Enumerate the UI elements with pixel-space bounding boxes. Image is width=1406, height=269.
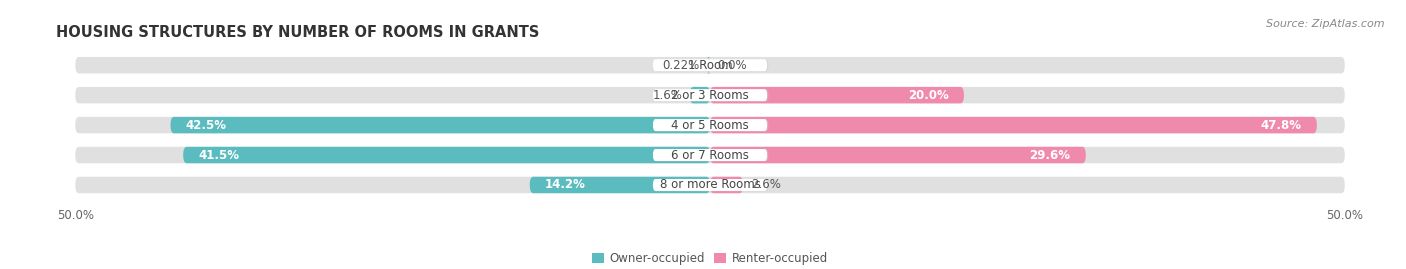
- FancyBboxPatch shape: [76, 87, 1344, 103]
- FancyBboxPatch shape: [652, 59, 768, 71]
- Text: HOUSING STRUCTURES BY NUMBER OF ROOMS IN GRANTS: HOUSING STRUCTURES BY NUMBER OF ROOMS IN…: [56, 25, 540, 40]
- Text: 0.0%: 0.0%: [717, 59, 747, 72]
- Text: 47.8%: 47.8%: [1261, 119, 1302, 132]
- Legend: Owner-occupied, Renter-occupied: Owner-occupied, Renter-occupied: [592, 252, 828, 265]
- FancyBboxPatch shape: [652, 119, 768, 131]
- FancyBboxPatch shape: [690, 87, 710, 103]
- Text: Source: ZipAtlas.com: Source: ZipAtlas.com: [1267, 19, 1385, 29]
- Text: 2 or 3 Rooms: 2 or 3 Rooms: [671, 89, 749, 102]
- FancyBboxPatch shape: [652, 89, 768, 101]
- Text: 41.5%: 41.5%: [198, 148, 239, 161]
- Text: 14.2%: 14.2%: [546, 178, 586, 192]
- FancyBboxPatch shape: [654, 59, 769, 72]
- FancyBboxPatch shape: [654, 179, 769, 191]
- FancyBboxPatch shape: [707, 57, 710, 73]
- FancyBboxPatch shape: [530, 177, 710, 193]
- Text: 1 Room: 1 Room: [688, 59, 733, 72]
- FancyBboxPatch shape: [170, 117, 710, 133]
- FancyBboxPatch shape: [76, 117, 1344, 133]
- Text: 6 or 7 Rooms: 6 or 7 Rooms: [671, 148, 749, 161]
- Text: 0.22%: 0.22%: [662, 59, 700, 72]
- FancyBboxPatch shape: [654, 90, 769, 101]
- FancyBboxPatch shape: [710, 177, 742, 193]
- FancyBboxPatch shape: [76, 57, 1344, 73]
- FancyBboxPatch shape: [183, 147, 710, 163]
- FancyBboxPatch shape: [654, 119, 769, 131]
- FancyBboxPatch shape: [76, 177, 1344, 193]
- Text: 8 or more Rooms: 8 or more Rooms: [659, 178, 761, 192]
- FancyBboxPatch shape: [710, 117, 1317, 133]
- Text: 1.6%: 1.6%: [652, 89, 682, 102]
- FancyBboxPatch shape: [654, 149, 769, 161]
- Text: 20.0%: 20.0%: [908, 89, 949, 102]
- FancyBboxPatch shape: [76, 147, 1344, 163]
- FancyBboxPatch shape: [652, 149, 768, 161]
- Text: 29.6%: 29.6%: [1029, 148, 1070, 161]
- FancyBboxPatch shape: [710, 87, 965, 103]
- FancyBboxPatch shape: [710, 147, 1085, 163]
- Text: 4 or 5 Rooms: 4 or 5 Rooms: [671, 119, 749, 132]
- FancyBboxPatch shape: [652, 179, 768, 191]
- Text: 42.5%: 42.5%: [186, 119, 226, 132]
- Text: 2.6%: 2.6%: [751, 178, 780, 192]
